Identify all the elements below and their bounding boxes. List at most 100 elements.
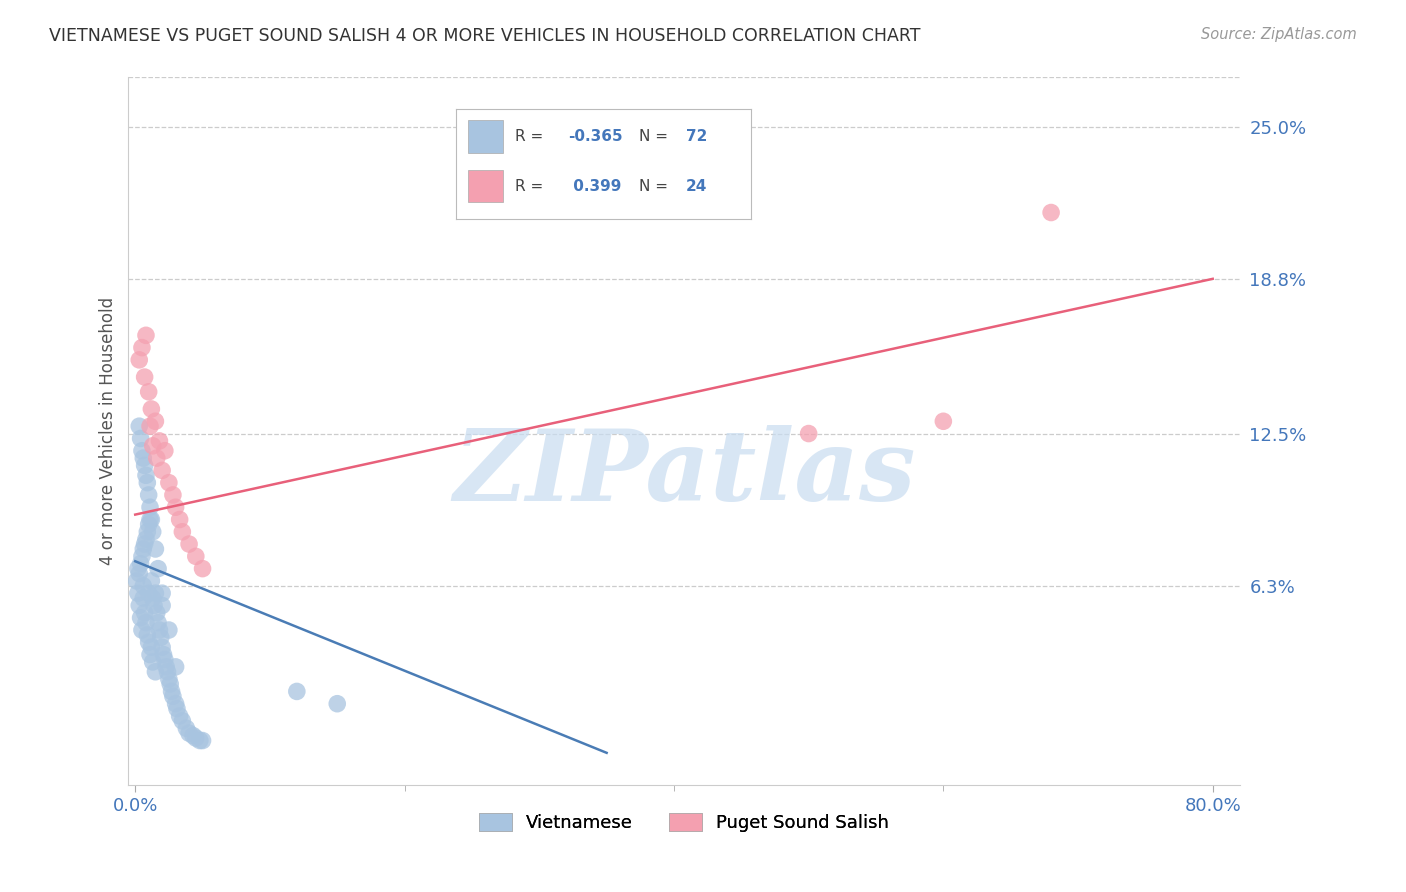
Point (138, 586, 160, 600)
Point (149, 631, 172, 645)
Point (141, 640, 163, 655)
Point (139, 419, 162, 434)
Point (169, 709, 191, 723)
Point (141, 402, 163, 417)
Point (139, 500, 162, 515)
Point (162, 488, 184, 502)
Point (135, 468, 157, 483)
Point (150, 586, 173, 600)
Point (136, 628, 159, 642)
Point (134, 370, 156, 384)
Point (157, 475, 180, 490)
Point (128, 566, 150, 581)
Point (146, 561, 169, 575)
Point (131, 549, 153, 564)
Point (132, 541, 155, 556)
Point (145, 414, 167, 428)
Point (139, 512, 162, 526)
Point (160, 684, 183, 698)
Point (148, 434, 170, 448)
Point (129, 432, 152, 446)
Point (138, 635, 160, 649)
Point (142, 591, 165, 606)
Point (132, 591, 155, 606)
Legend: Vietnamese, Puget Sound Salish: Vietnamese, Puget Sound Salish (472, 805, 896, 839)
Point (128, 419, 150, 434)
Point (159, 677, 181, 691)
Point (127, 586, 149, 600)
Point (932, 414, 955, 428)
Point (142, 655, 165, 669)
Point (157, 672, 180, 686)
Point (797, 426, 820, 441)
Point (165, 660, 187, 674)
Point (134, 537, 156, 551)
Point (129, 557, 152, 571)
Point (165, 500, 187, 515)
Point (169, 512, 191, 526)
Point (177, 537, 200, 551)
Point (148, 623, 170, 637)
Point (132, 451, 155, 466)
Point (139, 648, 162, 662)
Point (157, 623, 180, 637)
Point (138, 517, 160, 532)
Point (146, 615, 169, 630)
Point (172, 524, 194, 539)
Point (150, 599, 173, 613)
Point (191, 733, 214, 747)
Point (129, 611, 152, 625)
Point (1040, 205, 1063, 219)
Point (136, 524, 159, 539)
Point (156, 665, 179, 679)
Point (153, 652, 176, 666)
Point (145, 541, 167, 556)
Text: VIETNAMESE VS PUGET SOUND SALISH 4 OR MORE VEHICLES IN HOUSEHOLD CORRELATION CHA: VIETNAMESE VS PUGET SOUND SALISH 4 OR MO… (49, 27, 921, 45)
Point (134, 458, 156, 473)
Point (153, 443, 176, 458)
Point (138, 384, 160, 399)
Point (127, 561, 149, 575)
Point (142, 439, 165, 453)
Point (131, 341, 153, 355)
Point (131, 443, 153, 458)
Point (150, 463, 173, 477)
Point (165, 697, 187, 711)
Point (145, 665, 167, 679)
Point (152, 648, 174, 662)
Y-axis label: 4 or more Vehicles in Household: 4 or more Vehicles in Household (100, 297, 117, 566)
Point (141, 512, 163, 526)
Point (184, 731, 207, 745)
Text: ZIPatlas: ZIPatlas (453, 425, 915, 522)
Point (166, 701, 188, 715)
Point (150, 640, 173, 655)
Point (145, 586, 167, 600)
Point (134, 606, 156, 620)
Point (155, 660, 177, 674)
Point (141, 574, 163, 588)
Point (176, 721, 198, 735)
Point (326, 697, 349, 711)
Point (135, 532, 157, 546)
Point (181, 729, 204, 743)
Point (145, 451, 167, 466)
Point (128, 599, 150, 613)
Point (143, 599, 166, 613)
Point (162, 690, 184, 704)
Point (125, 574, 148, 588)
Point (285, 684, 308, 698)
Point (145, 606, 167, 620)
Point (135, 615, 157, 630)
Point (188, 733, 211, 747)
Point (136, 475, 159, 490)
Point (184, 549, 207, 564)
Point (177, 726, 200, 740)
Point (142, 524, 165, 539)
Point (131, 623, 153, 637)
Point (172, 714, 194, 728)
Point (138, 488, 160, 502)
Point (132, 579, 155, 593)
Point (191, 561, 214, 575)
Point (135, 328, 157, 343)
Point (128, 352, 150, 367)
